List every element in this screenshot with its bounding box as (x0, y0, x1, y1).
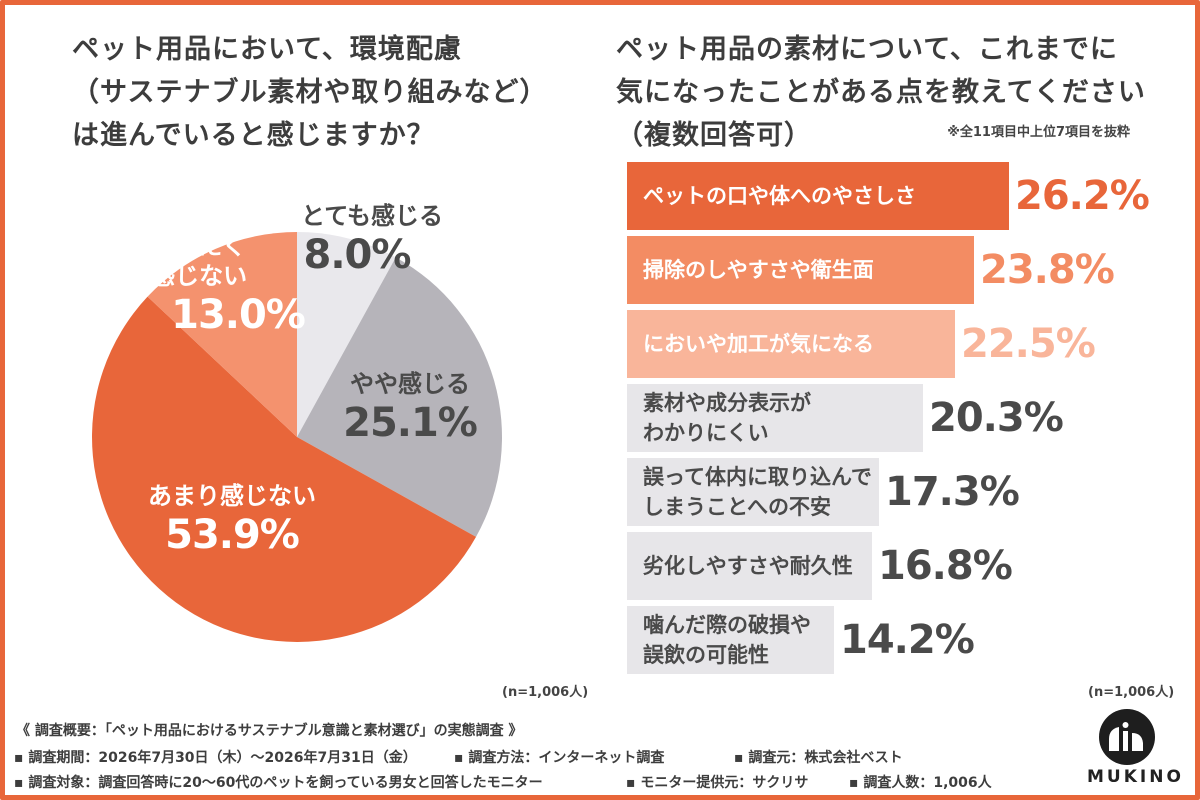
pie-label-not-at-all: まったく 感じない 13.0% (151, 231, 306, 339)
bar: 劣化しやすさや耐久性 (627, 532, 872, 600)
pie-slice-somewhat (297, 257, 503, 537)
pie-label-name: あまり感じない (148, 482, 316, 510)
bar-row: 掃除のしやすさや衛生面 23.8% (627, 236, 1147, 304)
bar-row: 素材や成分表示が わかりにくい 20.3% (627, 384, 1147, 452)
bar-label-line: 誤飲の可能性 (643, 643, 769, 667)
brand-logo: MUKINO (1087, 707, 1184, 792)
logo-wordmark: MUKINO (1087, 767, 1184, 787)
pie-label-name: やや感じる (350, 370, 470, 398)
pie-chart-title: ペット用品において、環境配慮 （サステナブル素材や取り組みなど） は進んでいると… (72, 28, 547, 157)
bar-label-line: しまうことへの不安 (643, 495, 831, 519)
bar: においや加工が気になる (627, 310, 955, 378)
pie-slice-not-much (92, 296, 477, 642)
bar-label: 誤って体内に取り込んで しまうことへの不安 (643, 462, 872, 522)
pie-label-not-much: あまり感じない 53.9% (148, 481, 316, 559)
bar: ペットの口や体へのやさしさ (627, 162, 1009, 230)
bar-sample-size: (n=1,006人) (1088, 685, 1175, 700)
bar: 噛んだ際の破損や 誤飲の可能性 (627, 606, 834, 674)
pie-slice-not-at-all (147, 232, 297, 437)
survey-period: ▪ 調査期間：2026年7月30日（木）〜2026年7月31日（金） (14, 750, 417, 766)
bar-label-line: においや加工が気になる (643, 332, 874, 356)
bar-title-line-1: ペット用品の素材について、これまでに (616, 34, 1118, 65)
bar: 素材や成分表示が わかりにくい (627, 384, 923, 452)
bar-label-line: 噛んだ際の破損や (643, 613, 811, 637)
bar-value: 26.2% (1015, 173, 1150, 219)
bar-value: 22.5% (961, 321, 1096, 367)
survey-source: ▪ 調査元：株式会社ベスト (734, 750, 903, 766)
pie-label-somewhat: やや感じる 25.1% (343, 369, 478, 447)
survey-count: ▪ 調査人数：1,006人 (849, 775, 992, 791)
bar-row: ペットの口や体へのやさしさ 26.2% (627, 162, 1150, 230)
pie-label-name: 感じない (151, 262, 248, 290)
pie-sample-size: (n=1,006人) (502, 685, 589, 700)
bar-title-line-2: 気になったことがある点を教えてください (616, 77, 1146, 108)
bar-label-line: 誤って体内に取り込んで (643, 465, 872, 489)
bar-label-line: ペットの口や体へのやさしさ (643, 184, 916, 208)
bar-value: 14.2% (840, 617, 975, 663)
bar-chart-note: ※全11項目中上位7項目を抜粋 (947, 125, 1130, 140)
bar-label: 掃除のしやすさや衛生面 (643, 255, 874, 285)
bar-value: 23.8% (980, 247, 1115, 293)
pie-title-line-1: ペット用品において、環境配慮 (72, 34, 462, 65)
pie-label-very: とても感じる 8.0% (301, 201, 443, 279)
bar-row: 噛んだ際の破損や 誤飲の可能性 14.2% (627, 606, 1147, 674)
pie-label-value: 25.1% (343, 400, 478, 446)
bar-label-line: 素材や成分表示が (643, 391, 811, 415)
bar-title-line-3: （複数回答可） (616, 120, 812, 151)
bar-chart-title: ペット用品の素材について、これまでに 気になったことがある点を教えてください （… (616, 28, 1146, 157)
bar-label: ペットの口や体へのやさしさ (643, 181, 916, 211)
bar-label: 素材や成分表示が わかりにくい (643, 388, 811, 448)
logo-emblem-icon (1099, 709, 1155, 765)
bar-label: 劣化しやすさや耐久性 (643, 551, 853, 581)
survey-method: ▪ 調査方法：インターネット調査 (454, 750, 665, 766)
bar-value: 16.8% (878, 543, 1013, 589)
pie-title-line-3: は進んでいると感じますか？ (72, 120, 435, 151)
bar: 誤って体内に取り込んで しまうことへの不安 (627, 458, 879, 526)
pie-label-value: 8.0% (303, 232, 412, 278)
pie-label-value: 13.0% (171, 292, 306, 338)
bar-label: 噛んだ際の破損や 誤飲の可能性 (643, 610, 811, 670)
bar-label-line: 劣化しやすさや耐久性 (643, 554, 853, 578)
bar-row: 誤って体内に取り込んで しまうことへの不安 17.3% (627, 458, 1147, 526)
survey-summary-title: 《 調査概要：「ペット用品におけるサステナブル意識と素材選び」の実態調査 》 (16, 723, 523, 739)
survey-provider: ▪ モニター提供元：サクリサ (626, 775, 809, 791)
pie-label-name: まったく (151, 232, 247, 260)
bar-row: 劣化しやすさや耐久性 16.8% (627, 532, 1147, 600)
pie-label-value: 53.9% (165, 512, 300, 558)
bar-row: においや加工が気になる 22.5% (627, 310, 1147, 378)
bar-value: 20.3% (929, 395, 1064, 441)
pie-title-line-2: （サステナブル素材や取り組みなど） (72, 77, 548, 108)
pie-label-name: とても感じる (300, 202, 444, 230)
bar: 掃除のしやすさや衛生面 (627, 236, 974, 304)
pie-slice-very (297, 232, 396, 437)
survey-target: ▪ 調査対象：調査回答時に20〜60代のペットを飼っている男女と回答したモニター (14, 775, 543, 791)
bar-label-line: 掃除のしやすさや衛生面 (643, 258, 874, 282)
bar-value: 17.3% (885, 469, 1020, 515)
bar-label: においや加工が気になる (643, 329, 874, 359)
bar-label-line: わかりにくい (643, 421, 769, 445)
pie-chart (92, 232, 503, 642)
